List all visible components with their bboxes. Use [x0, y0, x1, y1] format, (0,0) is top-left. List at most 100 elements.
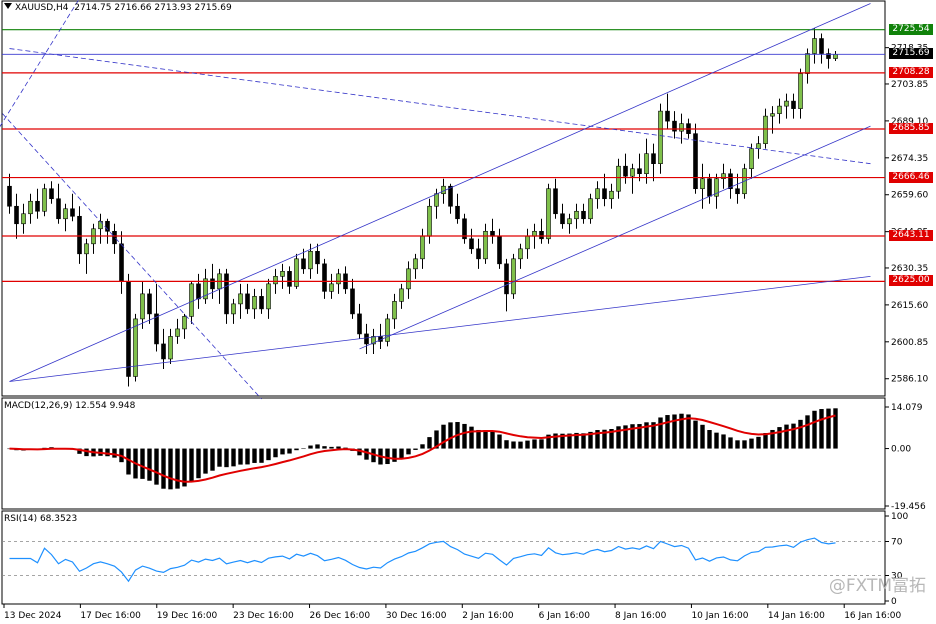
- rsi-panel-frame: [1, 510, 886, 605]
- candle-body: [798, 73, 803, 109]
- price-level-tag: 2725.54: [889, 23, 933, 35]
- price-level-tag: 2685.85: [889, 123, 933, 135]
- macd-bar: [427, 437, 432, 449]
- macd-bar: [294, 448, 299, 451]
- macd-bar: [609, 429, 614, 449]
- macd-bar: [245, 448, 250, 465]
- rsi-tick-label: 0: [891, 597, 897, 607]
- macd-bar: [749, 438, 754, 449]
- macd-bar: [196, 448, 201, 479]
- candle-body: [203, 278, 208, 300]
- macd-bar: [462, 423, 467, 449]
- macd-bar: [469, 426, 474, 449]
- candle-body: [350, 288, 355, 315]
- rsi-tick-label: 70: [891, 538, 903, 548]
- candle-body: [133, 318, 138, 377]
- price-panel-frame: [1, 0, 886, 397]
- macd-bar: [147, 448, 152, 481]
- candle-body: [672, 120, 677, 132]
- macd-bar: [441, 424, 446, 449]
- macd-bar: [308, 445, 313, 449]
- time-tick-label: 2 Jan 16:00: [462, 611, 514, 621]
- candle-body: [231, 303, 236, 315]
- macd-bar: [287, 448, 292, 454]
- macd-bar: [602, 429, 607, 449]
- macd-bar: [140, 448, 145, 479]
- candle-body: [385, 318, 390, 342]
- candle-body: [560, 213, 565, 225]
- trend-line: [0, 0, 80, 128]
- candle-body: [140, 293, 145, 320]
- macd-bar: [182, 448, 187, 487]
- candle-body: [28, 200, 33, 215]
- time-tick-label: 16 Jan 16:00: [844, 611, 901, 621]
- candle-body: [735, 188, 740, 195]
- macd-bar: [301, 448, 306, 450]
- macd-bar: [413, 448, 418, 450]
- macd-bar: [714, 432, 719, 449]
- macd-header: MACD(12,26,9) 12.554 9.948: [4, 401, 136, 411]
- macd-panel-frame: [1, 397, 886, 510]
- candle-body: [784, 100, 789, 107]
- macd-bar: [511, 441, 516, 449]
- candle-body: [238, 293, 243, 305]
- macd-bar: [273, 448, 278, 458]
- macd-bar: [595, 430, 600, 449]
- candle-body: [21, 213, 26, 225]
- candle-body: [770, 113, 775, 117]
- macd-bar: [735, 440, 740, 449]
- candle-body: [357, 313, 362, 335]
- candle-body: [49, 188, 54, 200]
- macd-bar: [238, 448, 243, 465]
- macd-bar: [203, 448, 208, 474]
- macd-bar: [553, 433, 558, 449]
- candle-body: [511, 258, 516, 295]
- macd-bar: [616, 426, 621, 449]
- macd-tick-label: 0.00: [891, 445, 911, 455]
- macd-bar: [805, 415, 810, 449]
- candle-body: [518, 248, 523, 260]
- time-tick-label: 17 Dec 16:00: [80, 611, 141, 621]
- price-tick-label: 2615.60: [891, 301, 928, 311]
- current-price-tag: 2715.69: [889, 48, 933, 60]
- macd-bar: [168, 448, 173, 490]
- price-tick-label: 2600.85: [891, 338, 928, 348]
- rsi-header: RSI(14) 68.3523: [4, 514, 78, 524]
- candle-body: [273, 276, 278, 285]
- candle-body: [833, 54, 838, 59]
- candle-body: [462, 218, 467, 240]
- time-tick-label: 23 Dec 16:00: [233, 611, 294, 621]
- candle-body: [119, 243, 124, 282]
- candle-body: [364, 333, 369, 345]
- candle-body: [56, 198, 61, 220]
- price-tick-label: 2586.10: [891, 375, 928, 385]
- candle-body: [707, 178, 712, 197]
- candle-body: [609, 190, 614, 200]
- macd-bar: [217, 448, 222, 467]
- rsi-tick-label: 30: [891, 572, 903, 582]
- candle-body: [399, 288, 404, 302]
- candle-body: [329, 283, 334, 292]
- price-tick-label: 2689.10: [891, 117, 928, 127]
- candle-body: [434, 193, 439, 207]
- macd-bar: [770, 429, 775, 449]
- dropdown-triangle-icon[interactable]: [4, 3, 12, 9]
- candle-body: [602, 188, 607, 200]
- candle-body: [749, 148, 754, 170]
- candle-body: [777, 105, 782, 114]
- candle-body: [483, 230, 488, 260]
- macd-bar: [707, 430, 712, 449]
- macd-bar: [126, 448, 131, 475]
- macd-bar: [231, 448, 236, 467]
- candle-body: [413, 258, 418, 270]
- candle-body: [574, 210, 579, 220]
- macd-bar: [266, 448, 271, 461]
- macd-bar: [588, 431, 593, 449]
- macd-bar: [546, 434, 551, 449]
- macd-bar: [798, 419, 803, 449]
- candle-body: [63, 208, 68, 220]
- candle-body: [595, 188, 600, 200]
- candle-body: [98, 220, 103, 230]
- trend-line: [9, 48, 871, 165]
- macd-bar: [665, 415, 670, 449]
